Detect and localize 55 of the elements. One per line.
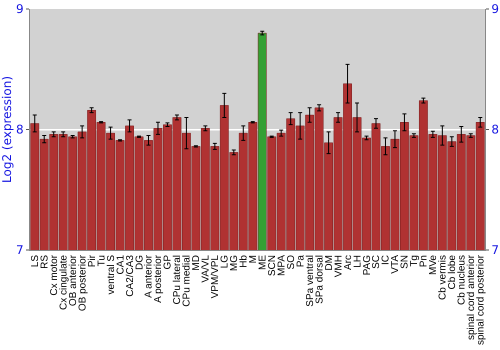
x-tick-label: VMH [333, 255, 344, 278]
y-tick-label: 9 [16, 2, 24, 16]
x-tick-label: spinal cord posterior [476, 254, 487, 346]
x-tick-label: DG [134, 254, 146, 270]
x-tick-label: IC [380, 255, 392, 265]
x-tick-label: Tg [409, 255, 420, 267]
x-tick-label: LH [352, 255, 364, 268]
x-tick-label: SPa dorsal [314, 255, 326, 304]
x-tick-label: Cb nucleus [456, 255, 468, 306]
x-tick-label: A posterior [153, 254, 164, 303]
x-tick-label: CPu lateral [172, 255, 184, 304]
x-tick-label: CA2/CA3 [124, 254, 136, 297]
x-tick-label: Cx cingulate [58, 254, 70, 310]
x-tick-label: OB posterior [77, 254, 88, 312]
x-tick-label: A anterior [144, 254, 155, 298]
y-axis-title: Log2 (expression) [0, 76, 14, 183]
x-tick-label: MG [229, 254, 240, 272]
x-tick-label: LS [30, 254, 41, 268]
x-tick-label: MPA [276, 254, 288, 276]
x-tick-label: ventral S [106, 254, 117, 294]
x-tick-label: SO [286, 254, 297, 270]
x-tick-label: MVe [428, 254, 440, 276]
x-tick-label: PAG [362, 254, 373, 276]
x-tick-label: OB anterior [68, 254, 79, 306]
y-tick-label: 8 [16, 122, 24, 137]
x-tick-label: M [248, 255, 260, 264]
x-tick-label: SPa ventral [304, 255, 316, 307]
x-tick-label: Hb [238, 254, 250, 268]
x-tick-label: LG [220, 254, 231, 268]
y-tick-label: 7 [16, 243, 24, 258]
x-tick-label: VA/VL [200, 254, 212, 283]
x-tick-label: spinal cord anterior [466, 254, 478, 340]
x-tick-label: Arc [342, 255, 354, 270]
x-tick-label: DM [324, 255, 335, 271]
x-tick-label: VTA [390, 254, 402, 274]
x-tick-label: SC [371, 255, 382, 269]
x-tick-label: Pn [418, 255, 430, 268]
y2-tick-label: 8 [491, 122, 500, 137]
x-tick-label: SCN [266, 255, 278, 276]
x-tick-label: VPM/VPL [210, 254, 222, 298]
x-tick-label: Pir [86, 254, 98, 268]
x-tick-label: Pa [295, 254, 306, 268]
x-tick-label: CPu medial [182, 255, 193, 307]
x-tick-label: SN [400, 255, 411, 269]
x-tick-label: MD [191, 255, 202, 271]
x-tick-label: Cx motor [48, 254, 60, 296]
x-tick-label: CA1 [115, 254, 126, 274]
x-tick-label: ME [257, 254, 268, 270]
x-tick-label: Cb lobe [447, 254, 458, 290]
x-tick-label: RS [39, 254, 50, 269]
y2-tick-label: 9 [491, 2, 500, 16]
x-tick-label: GP [162, 254, 174, 270]
x-tick-label: Tu [96, 255, 108, 266]
x-tick-label: Cb vermis [438, 255, 449, 300]
y2-tick-label: 7 [491, 243, 500, 258]
